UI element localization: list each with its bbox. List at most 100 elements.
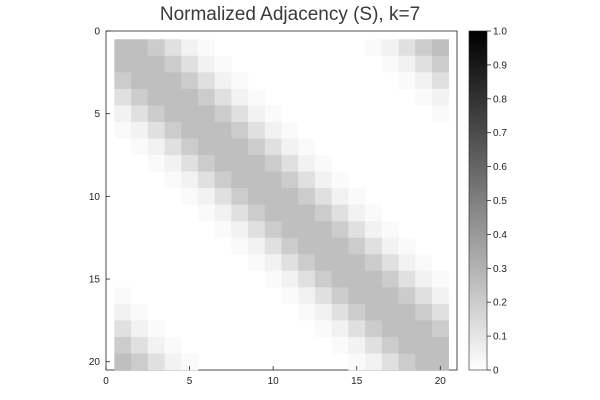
heatmap-cell xyxy=(331,254,349,272)
heatmap-cell xyxy=(197,121,215,139)
heatmap-cell xyxy=(231,204,249,222)
heatmap-cell xyxy=(231,105,249,123)
heatmap-cell xyxy=(348,287,366,305)
heatmap-cell xyxy=(431,270,449,288)
heatmap-cell xyxy=(264,237,282,255)
heatmap-cell xyxy=(147,105,165,123)
heatmap-cell xyxy=(164,55,182,73)
heatmap-cell xyxy=(114,105,132,123)
heatmap-cell xyxy=(131,138,149,156)
heatmap-cell xyxy=(381,320,399,338)
colorbar-tick-label: 0.3 xyxy=(493,264,507,275)
heatmap-cell xyxy=(214,221,232,239)
y-axis: 0 5 10 15 20 xyxy=(89,27,110,368)
heatmap-cell xyxy=(314,171,332,189)
heatmap-cell xyxy=(398,72,416,90)
heatmap-cell xyxy=(264,270,282,288)
heatmap-cell xyxy=(248,221,266,239)
heatmap-cell xyxy=(164,138,182,156)
heatmap-cell xyxy=(131,303,149,321)
colorbar-tick-label: 0.1 xyxy=(493,332,507,343)
heatmap-cell xyxy=(314,287,332,305)
heatmap-cell xyxy=(298,254,316,272)
heatmap-cell xyxy=(381,270,399,288)
heatmap-cell xyxy=(431,287,449,305)
heatmap-cell xyxy=(164,88,182,106)
heatmap-cell xyxy=(131,88,149,106)
heatmap-cell xyxy=(381,221,399,239)
heatmap-cell xyxy=(131,353,149,371)
heatmap-cell xyxy=(164,72,182,90)
heatmap-cell xyxy=(298,221,316,239)
heatmap-cell xyxy=(114,121,132,139)
heatmap-cell xyxy=(181,88,199,106)
heatmap-cell xyxy=(248,138,266,156)
heatmap-cell xyxy=(164,336,182,354)
heatmap-cell xyxy=(331,171,349,189)
heatmap-cell xyxy=(348,221,366,239)
colorbar-tick-label: 0.7 xyxy=(493,128,507,139)
heatmap-cell xyxy=(264,171,282,189)
heatmap-cell xyxy=(114,320,132,338)
heatmap-cell xyxy=(131,39,149,57)
heatmap-cell xyxy=(181,121,199,139)
heatmap-cell xyxy=(281,121,299,139)
y-tick-label: 15 xyxy=(89,275,101,286)
heatmap-cell xyxy=(314,204,332,222)
colorbar-tick-label: 0.6 xyxy=(493,162,507,173)
heatmap-cells xyxy=(114,39,449,371)
heatmap-cell xyxy=(248,155,266,172)
heatmap-cell xyxy=(264,105,282,123)
heatmap-cell xyxy=(214,138,232,156)
y-tick-label: 5 xyxy=(94,109,100,120)
heatmap-cell xyxy=(114,55,132,73)
heatmap-cell xyxy=(298,287,316,305)
heatmap-cell xyxy=(281,171,299,189)
heatmap-cell xyxy=(214,204,232,222)
heatmap-cell xyxy=(365,353,383,371)
heatmap-cell xyxy=(147,39,165,57)
colorbar-tick-label: 0.5 xyxy=(493,196,507,207)
heatmap-cell xyxy=(114,88,132,106)
heatmap-cell xyxy=(365,254,383,272)
heatmap-cell xyxy=(147,155,165,172)
heatmap-cell xyxy=(331,303,349,321)
heatmap-cell xyxy=(214,55,232,73)
heatmap-cell xyxy=(365,320,383,338)
heatmap-cell xyxy=(197,138,215,156)
heatmap-cell xyxy=(197,105,215,123)
heatmap-cell xyxy=(147,88,165,106)
heatmap-cell xyxy=(331,336,349,354)
heatmap-cell xyxy=(398,336,416,354)
heatmap-cell xyxy=(281,254,299,272)
heatmap-cell xyxy=(381,353,399,371)
heatmap-cell xyxy=(248,105,266,123)
heatmap-cell xyxy=(281,188,299,205)
heatmap-cell xyxy=(147,121,165,139)
heatmap-cell xyxy=(214,88,232,106)
heatmap-cell xyxy=(248,88,266,106)
colorbar xyxy=(468,30,488,371)
heatmap-cell xyxy=(214,171,232,189)
heatmap-cell xyxy=(181,105,199,123)
heatmap-cell xyxy=(131,121,149,139)
heatmap-cell xyxy=(381,303,399,321)
heatmap-cell xyxy=(365,270,383,288)
heatmap-cell xyxy=(181,155,199,172)
heatmap-cell xyxy=(431,336,449,354)
heatmap-cell xyxy=(114,303,132,321)
heatmap-cell xyxy=(264,188,282,205)
colorbar-tick-label: 1.0 xyxy=(493,27,507,38)
heatmap-cell xyxy=(197,72,215,90)
heatmap-cell xyxy=(314,303,332,321)
heatmap-cell xyxy=(365,287,383,305)
heatmap-cell xyxy=(197,88,215,106)
heatmap-cell xyxy=(197,155,215,172)
heatmap-cell xyxy=(381,287,399,305)
x-tick-label: 20 xyxy=(435,376,447,387)
heatmap-cell xyxy=(197,188,215,205)
heatmap-cell xyxy=(398,353,416,371)
heatmap-cell xyxy=(231,138,249,156)
heatmap-cell xyxy=(147,320,165,338)
heatmap-cell xyxy=(348,188,366,205)
